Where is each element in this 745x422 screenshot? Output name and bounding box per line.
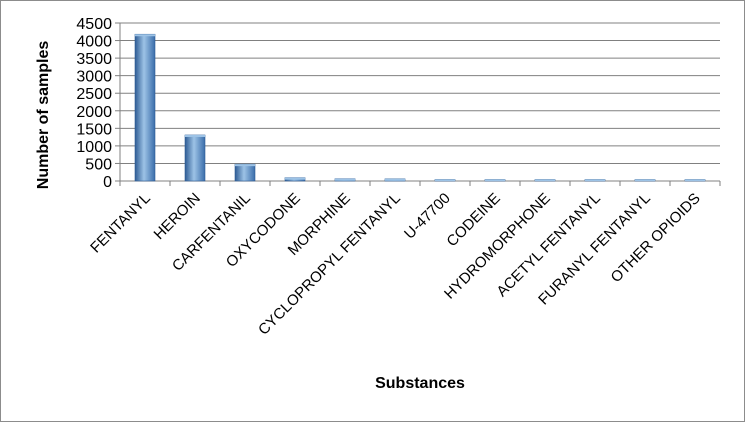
gridlines	[115, 22, 720, 182]
bar-top	[635, 179, 655, 181]
bar-top	[485, 179, 505, 181]
y-tick-label: 2500	[76, 86, 112, 103]
bar-top	[385, 178, 405, 181]
x-tick-label: OTHER OPIOIDS	[608, 190, 704, 286]
bar-top	[235, 164, 255, 167]
bar-top	[435, 179, 455, 181]
y-tick-label: 4500	[76, 16, 112, 33]
bars	[134, 33, 706, 182]
bar-top	[185, 135, 205, 138]
y-tick-label: 1000	[76, 139, 112, 156]
bar	[134, 33, 156, 182]
bar	[184, 134, 206, 182]
x-tick-marks	[119, 181, 721, 186]
bar-top	[585, 179, 605, 181]
bar-top	[335, 178, 355, 181]
bar-top	[285, 177, 305, 180]
bar	[234, 163, 256, 182]
y-tick-label: 500	[85, 156, 112, 173]
bar-top	[135, 34, 155, 37]
y-tick-label: 3000	[76, 69, 112, 86]
y-tick-label: 0	[103, 174, 112, 191]
category-labels: FENTANYLHEROINCARFENTANILOXYCODONEMORPHI…	[87, 190, 704, 339]
x-axis-title: Substances	[375, 375, 465, 392]
y-tick-label: 1500	[76, 121, 112, 138]
y-tick-label: 3500	[76, 51, 112, 68]
y-tick-label: 2000	[76, 104, 112, 121]
y-axis-title: Number of samples	[35, 41, 52, 190]
x-tick-label: FENTANYL	[87, 190, 154, 257]
bar-top	[535, 179, 555, 181]
bar-top	[685, 179, 705, 181]
y-tick-label: 4000	[76, 34, 112, 51]
